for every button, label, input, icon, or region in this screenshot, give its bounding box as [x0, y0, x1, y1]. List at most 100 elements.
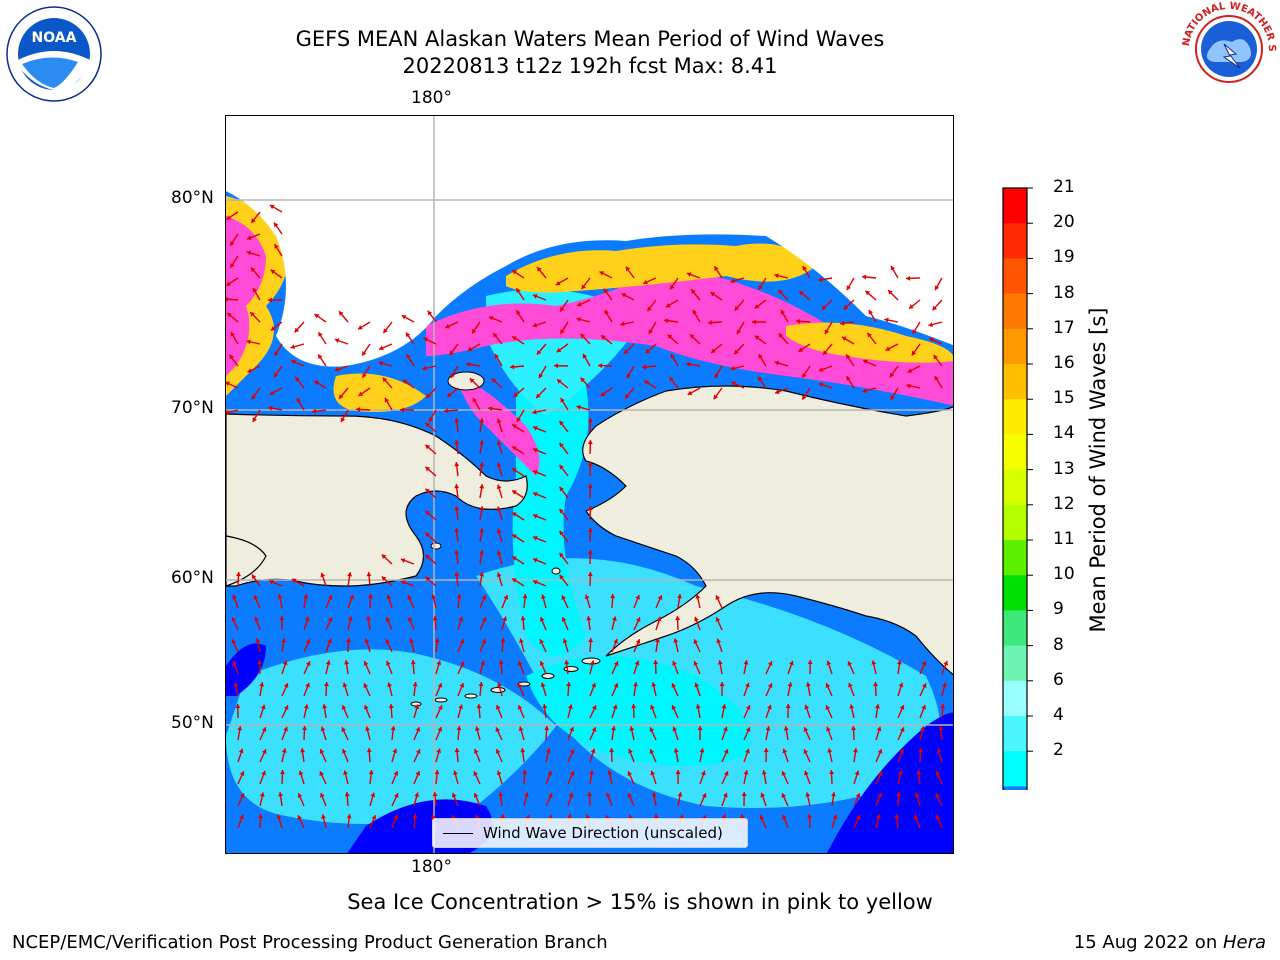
wind-wave-arrowhead [673, 748, 679, 753]
wind-wave-arrowhead [587, 792, 593, 797]
wind-wave-arrowhead [589, 660, 595, 665]
wind-wave-arrowhead [721, 704, 727, 709]
wind-wave-arrowhead [536, 349, 542, 355]
wind-wave-arrowhead [873, 682, 879, 687]
wind-wave-arrowhead [589, 770, 594, 775]
wind-wave-arrowhead [473, 793, 479, 798]
wind-wave-arrowhead [745, 748, 750, 754]
wind-wave-arrowhead [479, 528, 485, 533]
wind-wave-arrowhead [390, 726, 396, 731]
wind-wave-arrowhead [303, 594, 309, 599]
wind-wave-arrowhead [517, 661, 523, 666]
wind-wave-arrowhead [230, 331, 236, 337]
wind-wave-arrowhead [246, 250, 252, 256]
wind-wave-arrowhead [730, 365, 735, 371]
wind-wave-arrowhead [366, 572, 372, 577]
wind-wave-arrowhead [539, 639, 545, 644]
wind-wave-arrowhead [841, 336, 847, 342]
wind-wave-arrowhead [603, 288, 609, 294]
wind-wave-arrowhead [516, 288, 521, 293]
wind-wave-arrowhead [609, 748, 615, 753]
wind-wave-arrowhead [517, 683, 523, 688]
wind-wave-arrowhead [226, 409, 229, 415]
wind-wave-arrowhead [414, 792, 420, 798]
wind-wave-arrowhead [898, 770, 903, 775]
colorbar-tick-label: 18 [1053, 282, 1075, 303]
wind-wave-arrowhead [693, 661, 699, 666]
wind-wave-arrowhead [496, 462, 502, 468]
wind-wave-arrowhead [716, 638, 722, 644]
wind-wave-arrowhead [560, 329, 565, 334]
wind-wave-arrowhead [559, 420, 564, 426]
wind-wave-arrowhead [730, 278, 736, 284]
wind-wave-arrowhead [312, 408, 317, 414]
wind-wave-arrowhead [591, 727, 597, 732]
wind-wave-arrowhead [290, 344, 296, 350]
wind-wave-arrowhead [907, 368, 913, 373]
wind-wave-arrowhead [536, 393, 541, 398]
wind-wave-arrowhead [379, 345, 384, 351]
wind-wave-arrowhead [940, 704, 946, 709]
wind-wave-arrowhead [627, 771, 633, 776]
wind-wave-arrowhead [319, 792, 325, 798]
wind-wave-arrowhead [257, 814, 263, 819]
wind-wave-arrowhead [782, 814, 787, 820]
wind-wave-arrowhead [294, 327, 300, 333]
wind-wave-arrowhead [466, 361, 471, 367]
wind-wave-arrowhead [846, 376, 851, 381]
wind-wave-arrowhead [425, 510, 431, 516]
wind-wave-arrowhead [436, 748, 442, 754]
wind-wave-arrowhead [456, 594, 462, 599]
wind-wave-arrowhead [451, 793, 457, 798]
wind-wave-arrowhead [385, 660, 391, 666]
wind-wave-arrowhead [432, 616, 438, 621]
wind-wave-arrowhead [567, 704, 573, 709]
wind-wave-arrowhead [625, 266, 631, 272]
wind-wave-arrowhead [743, 770, 749, 775]
wind-wave-arrowhead [454, 484, 460, 489]
wind-wave-arrowhead [532, 491, 538, 497]
wind-wave-arrowhead [320, 572, 326, 578]
wind-wave-arrowhead [454, 462, 460, 467]
land-wrangel [447, 371, 485, 391]
wind-wave-arrowhead [281, 748, 287, 753]
wind-wave-arrowhead [381, 554, 387, 560]
wind-wave-arrowhead [896, 660, 902, 665]
wind-wave-arrowhead [559, 442, 564, 448]
wind-wave-arrowhead [649, 749, 655, 754]
wind-wave-arrowhead [341, 705, 347, 710]
nws-logo-icon: NATIONAL WEATHER SERVICE [1180, 0, 1277, 95]
wind-wave-arrowhead [479, 418, 485, 423]
wind-wave-arrowhead [516, 310, 521, 316]
light-wave-region [226, 649, 556, 824]
wind-wave-arrowhead [454, 528, 460, 533]
wind-wave-arrowhead [512, 336, 517, 341]
wind-wave-arrowhead [510, 364, 515, 370]
wind-wave-arrowhead [559, 574, 564, 580]
wind-wave-arrowhead [715, 595, 721, 600]
wind-wave-arrowhead [472, 328, 477, 334]
wind-wave-arrowhead [349, 594, 354, 600]
wind-wave-arrowhead [392, 748, 398, 754]
wind-wave-arrowhead [365, 726, 370, 731]
wind-wave-arrowhead [479, 484, 485, 489]
sea-ice-region [426, 272, 953, 406]
wind-wave-arrowhead [920, 726, 925, 731]
wind-wave-arrowhead [655, 638, 660, 643]
legend-label: Wind Wave Direction (unscaled) [483, 824, 723, 842]
wind-wave-arrowhead [743, 660, 749, 665]
wind-wave-arrowhead [304, 616, 310, 622]
wind-wave-arrowhead [569, 771, 575, 776]
wind-wave-arrowhead [851, 726, 857, 731]
wind-wave-arrowhead [412, 814, 418, 819]
wind-wave-arrowhead [613, 638, 618, 644]
wind-wave-arrowhead [566, 682, 572, 687]
wind-wave-arrowhead [555, 280, 561, 286]
wind-wave-arrowhead [362, 373, 367, 378]
wind-wave-arrowhead [689, 334, 695, 339]
wind-wave-arrowhead [581, 284, 586, 290]
wind-wave-arrowhead [876, 814, 881, 819]
wind-wave-arrowhead [854, 770, 860, 776]
colorbar-tick-label: 16 [1053, 353, 1075, 373]
wind-wave-arrowhead [430, 814, 436, 819]
